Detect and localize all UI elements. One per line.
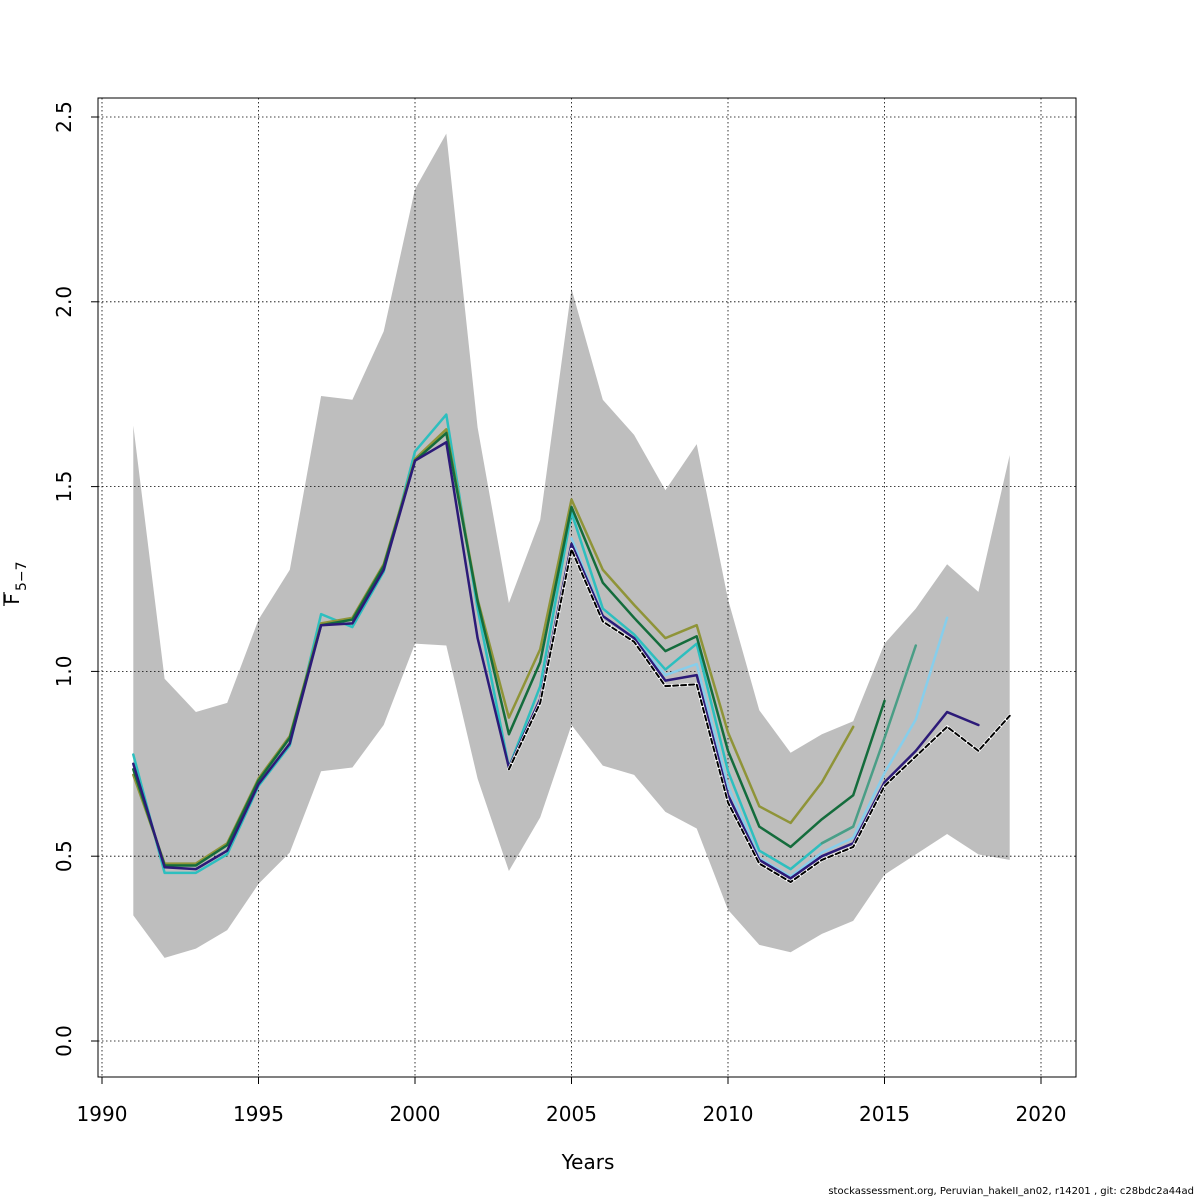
x-tick-label: 2005 bbox=[546, 1102, 597, 1126]
grid-layer bbox=[98, 98, 1076, 1077]
series-line-7 bbox=[507, 548, 1011, 884]
series-layer bbox=[132, 413, 1012, 884]
y-tick-label: 2.5 bbox=[52, 101, 76, 133]
y-tick-label: 0.5 bbox=[52, 840, 76, 872]
series-line-4 bbox=[132, 431, 886, 867]
plot-frame bbox=[97, 97, 1077, 1078]
y-axis-title-main: F bbox=[0, 593, 24, 605]
x-tick-label: 1990 bbox=[77, 1102, 128, 1126]
y-axis-title: F 5−7 bbox=[0, 561, 30, 606]
credit-footer: stockassessment.org, Peruvian_hakeII_an0… bbox=[828, 1186, 1194, 1197]
x-tick-label: 1995 bbox=[233, 1102, 284, 1126]
y-axis-title-subscript: 5−7 bbox=[14, 561, 30, 591]
x-tick-label: 2000 bbox=[390, 1102, 441, 1126]
y-tick-label: 1.5 bbox=[52, 471, 76, 503]
y-tick-label: 2.0 bbox=[52, 286, 76, 318]
x-tick-label: 2015 bbox=[859, 1102, 910, 1126]
x-axis-title: Years bbox=[561, 1150, 615, 1174]
series-line-3 bbox=[820, 644, 918, 845]
x-tick-label: 2020 bbox=[1016, 1102, 1067, 1126]
tick-layer: 1990 1995 2000 2005 2010 2015 2020 0.0 0.5 1.0 1.5… bbox=[52, 101, 1066, 1126]
axes-layer bbox=[97, 97, 1077, 1078]
x-tick-label: 2010 bbox=[703, 1102, 754, 1126]
y-tick-label: 0.0 bbox=[52, 1025, 76, 1057]
y-tick-label: 1.0 bbox=[52, 655, 76, 687]
